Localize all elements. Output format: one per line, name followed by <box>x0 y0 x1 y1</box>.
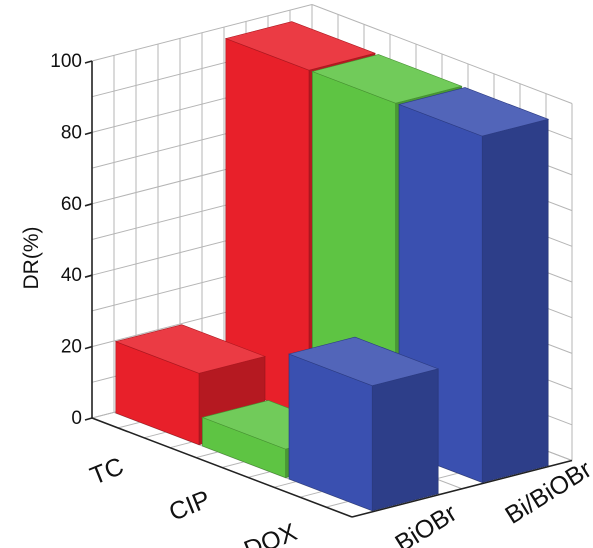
bar-face-top <box>114 324 266 374</box>
z-category-label: BiOBr <box>390 499 461 548</box>
y-tick-label: 60 <box>61 194 82 215</box>
bar-face-top <box>398 87 550 137</box>
x-category-label: TC <box>86 452 127 490</box>
bars-layer <box>114 21 550 512</box>
y-tick-mark <box>84 203 93 207</box>
y-tick-label: 0 <box>71 408 82 429</box>
y-tick-mark <box>84 345 93 350</box>
x-category-label: CIP <box>165 485 214 527</box>
bar-face-front <box>371 368 439 512</box>
y-tick-mark <box>84 131 93 136</box>
y-axis-title: DR(%) <box>20 227 43 290</box>
bar-face-top <box>311 54 463 104</box>
y-tick-mark <box>84 274 93 278</box>
bar-face-front <box>481 118 549 483</box>
y-tick-label: 20 <box>61 337 82 358</box>
axis-line <box>91 417 353 518</box>
axis-line <box>351 459 573 518</box>
y-tick-label: 100 <box>50 51 82 72</box>
y-tick-mark <box>84 60 93 64</box>
bar-face-top <box>224 21 376 71</box>
bar-dox-biobr <box>288 336 440 512</box>
y-tick-label: 40 <box>61 265 82 286</box>
y-tick-label: 80 <box>61 122 82 143</box>
x-category-label: DOX <box>240 518 301 548</box>
y-tick-mark <box>84 417 93 421</box>
bar-face-top <box>288 336 440 387</box>
